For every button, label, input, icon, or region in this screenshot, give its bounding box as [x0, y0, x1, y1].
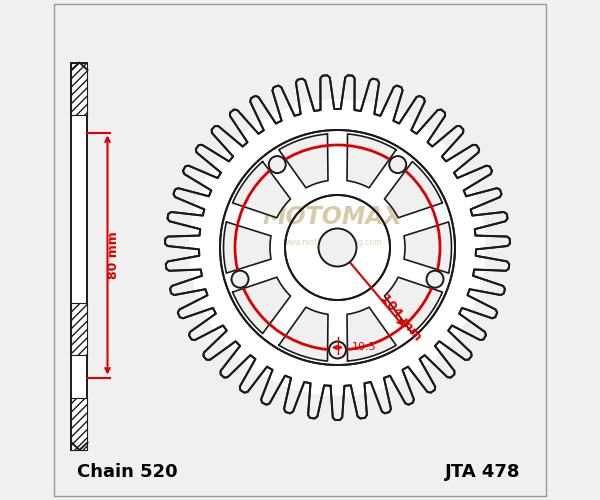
Circle shape: [232, 270, 248, 287]
Bar: [71, 62, 88, 450]
Polygon shape: [224, 222, 271, 273]
Circle shape: [427, 270, 443, 287]
Bar: [71, 302, 88, 355]
Circle shape: [389, 156, 406, 173]
Polygon shape: [385, 162, 442, 218]
Bar: [71, 62, 88, 115]
Polygon shape: [347, 307, 396, 361]
Polygon shape: [404, 222, 451, 273]
Polygon shape: [190, 100, 485, 395]
Polygon shape: [347, 134, 396, 188]
Text: 80 mm: 80 mm: [107, 231, 120, 279]
Text: MOTOMAX: MOTOMAX: [263, 206, 403, 230]
Polygon shape: [279, 134, 328, 188]
Polygon shape: [233, 277, 290, 334]
Text: 10.5: 10.5: [352, 342, 377, 352]
Bar: [71, 398, 88, 450]
Text: www.motomaxracing.com: www.motomaxracing.com: [283, 238, 382, 247]
Text: JTA 478: JTA 478: [445, 463, 520, 481]
Circle shape: [329, 342, 346, 358]
Text: Chain 520: Chain 520: [77, 463, 178, 481]
Polygon shape: [385, 277, 442, 334]
Circle shape: [269, 156, 286, 173]
Polygon shape: [279, 307, 328, 361]
Polygon shape: [233, 162, 290, 218]
Circle shape: [319, 228, 356, 266]
Text: 104 mm: 104 mm: [378, 292, 424, 344]
